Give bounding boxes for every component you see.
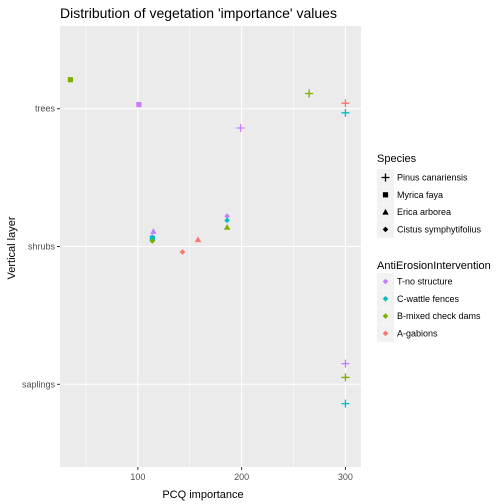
intervention-legend-label: B-mixed check dams xyxy=(397,311,481,321)
species-legend-label: Myrica faya xyxy=(397,190,443,200)
y-tick-label: trees xyxy=(35,104,56,114)
species-legend-label: Pinus canariensis xyxy=(397,173,468,183)
x-tick-label: 300 xyxy=(338,472,353,482)
intervention-legend-title: AntiErosionIntervention xyxy=(377,260,491,272)
species-legend-label: Erica arborea xyxy=(397,207,451,217)
y-tick-label: saplings xyxy=(22,379,56,389)
plot-panel xyxy=(60,26,361,467)
chart-title: Distribution of vegetation 'importance' … xyxy=(60,5,337,21)
species-legend-title: Species xyxy=(377,153,417,165)
y-tick-label: shrubs xyxy=(28,242,56,252)
legend-symbol-square xyxy=(383,192,388,197)
x-tick-label: 100 xyxy=(130,472,145,482)
y-axis-ticks: saplings shrubs trees xyxy=(22,104,60,390)
x-axis-title: PCQ importance xyxy=(162,489,243,501)
x-axis-ticks: 100 200 300 xyxy=(130,467,353,482)
intervention-legend-label: C-wattle fences xyxy=(397,294,460,304)
legend: Species Pinus canariensis Myrica faya Erica… xyxy=(377,153,491,342)
y-axis-title: Vertical layer xyxy=(6,216,18,279)
intervention-legend-label: T-no structure xyxy=(397,277,453,287)
species-legend-label: Cistus symphytifolius xyxy=(397,224,482,234)
data-point xyxy=(68,77,73,82)
x-tick-label: 200 xyxy=(234,472,249,482)
data-point xyxy=(136,102,141,107)
intervention-legend-label: A-gabions xyxy=(397,328,438,338)
